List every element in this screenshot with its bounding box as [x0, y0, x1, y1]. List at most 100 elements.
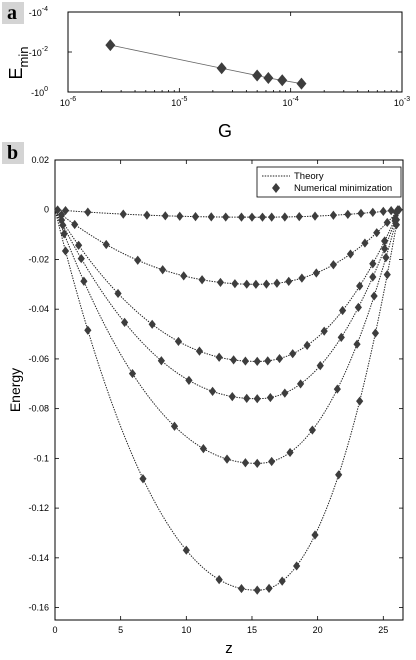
panel-b-data-point: [102, 239, 110, 250]
panel-b-data-point: [59, 220, 67, 230]
panel-b-data-point: [289, 349, 297, 359]
panel-b-data-point: [174, 336, 183, 347]
panel-a-data-point: [296, 77, 307, 90]
panel-b-data-point: [281, 388, 289, 398]
panel-b-data-point: [369, 207, 377, 217]
panel-a: a 10-6 10-5 10-4 10-3 -10-4 -10-2 -100 G Emin: [2, 2, 410, 141]
panel-b-x-axis-title: z: [225, 640, 233, 657]
panel-b-data-point: [75, 240, 83, 250]
panel-b-data-point: [337, 332, 345, 342]
panel-b-data-point: [293, 561, 301, 571]
panel-b-theory-curve: [54, 209, 400, 285]
panel-b-data-point: [243, 279, 251, 289]
panel-b-data-point: [265, 583, 273, 593]
panel-a-x-axis-title: G: [218, 121, 232, 141]
legend-numerical-label: Numerical minimization: [294, 183, 392, 194]
panel-a-data-point: [216, 62, 227, 75]
panel-b-data-point: [335, 470, 343, 480]
panel-b-data-point: [199, 444, 207, 454]
panel-b-data-point: [60, 229, 68, 239]
panel-a-y-tick-label: -10-2: [29, 46, 48, 58]
panel-b-data-point: [159, 265, 167, 275]
panel-b-data-point: [316, 361, 324, 371]
panel-b-data-point: [278, 576, 286, 586]
panel-b-data-point: [370, 291, 378, 301]
panel-b-y-tick-label: 0.02: [31, 155, 49, 165]
panel-b-data-point: [296, 379, 305, 389]
panel-a-y-tick-exponent: -4: [42, 6, 48, 13]
panel-b-data-point: [258, 212, 267, 222]
panel-b-theory-curve: [54, 209, 400, 362]
panel-b-theory-curve: [54, 209, 400, 591]
panel-b-data-point: [266, 392, 274, 403]
panel-b-data-point: [371, 328, 380, 338]
panel-b-data-point: [268, 212, 276, 222]
panel-b-data-point: [215, 575, 223, 585]
panel-a-y-axis-title-sub: min: [16, 47, 31, 68]
panel-b-data-point: [241, 356, 250, 366]
panel-b-data-point: [119, 209, 127, 219]
panel-b-y-tick-label: -0.02: [28, 254, 49, 264]
panel-b-data-point: [275, 353, 284, 364]
panel-b-label-box: [2, 142, 24, 164]
panel-b-data-point: [311, 211, 319, 221]
panel-b-y-tick-label: -0.04: [28, 304, 49, 314]
panel-a-x-tick-label: 10-6: [60, 96, 76, 108]
panel-b-data-point: [253, 394, 261, 404]
panel-a-x-tick-exponent: -5: [181, 96, 187, 103]
panel-a-x-tick-label: 10-4: [283, 96, 299, 108]
panel-b-data-point: [134, 255, 142, 265]
panel-a-x-tick-exponent: -6: [70, 96, 76, 103]
panel-b-y-tick-label: -0.06: [28, 354, 49, 364]
panel-b-data-point: [237, 583, 246, 594]
panel-b-data-point: [333, 384, 341, 394]
panel-b-data-point: [237, 212, 246, 222]
panel-a-data-point: [277, 74, 288, 87]
panel-b-data-point: [381, 244, 389, 254]
panel-b-data-point: [273, 278, 281, 288]
panel-b-data-point: [248, 212, 256, 222]
panel-a-y-tick-exponent: 0: [44, 86, 48, 93]
panel-b-data-point: [356, 396, 364, 406]
panel-b-data-point: [185, 375, 193, 385]
panel-b-data-point: [369, 272, 377, 282]
panel-b-label: b: [7, 142, 18, 164]
panel-b-data-point: [295, 212, 303, 222]
panel-b-data-point: [311, 530, 319, 540]
panel-b-x-tick-label: 25: [378, 625, 388, 635]
panel-b-data-point: [241, 458, 250, 468]
panel-b-ticks: 0 5 10 15 20 25 0.02 0 -0.02 -0.04 -0.06 -0.08 -0.1 -…: [28, 155, 403, 635]
panel-a-y-tick-label: -100: [31, 86, 48, 98]
panel-b-data-point: [114, 288, 122, 299]
legend-numerical-marker: [272, 183, 280, 193]
panel-b-theory-curves: [54, 209, 400, 591]
panel-b-data-point: [285, 276, 293, 286]
panel-b-data-point: [353, 339, 361, 349]
panel-b-data-point: [338, 305, 347, 316]
panel-b-data-point: [329, 260, 337, 270]
panel-b-data-point: [286, 447, 294, 458]
panel-b-x-tick-label: 5: [118, 625, 123, 635]
panel-a-data-point: [252, 69, 263, 82]
panel-b-x-tick-label: 10: [181, 625, 191, 635]
panel-b-data-point: [170, 421, 179, 431]
panel-a-markers: [105, 39, 307, 90]
panel-b-data-point: [182, 545, 190, 555]
svg-text:Emin: Emin: [6, 47, 31, 80]
panel-a-y-tick-label: -10-4: [29, 6, 48, 18]
panel-b-markers: [54, 205, 403, 595]
panel-b-data-point: [379, 206, 387, 216]
panel-b-data-point: [228, 392, 236, 402]
panel-b-y-axis-title: Energy: [7, 368, 23, 412]
panel-b-data-point: [253, 458, 261, 468]
panel-b-y-tick-label: -0.16: [28, 603, 49, 613]
panel-b: b 0 5 10 15 20 25 0.02 0 -0.02 -0.04 -0.06 -0.08 -0.…: [2, 142, 404, 657]
panel-b-y-tick-label: -0.08: [28, 404, 49, 414]
panel-b-data-point: [195, 346, 204, 356]
panel-a-label-box: [2, 2, 24, 24]
panel-b-data-point: [223, 454, 231, 464]
panel-a-x-tick-exponent: -3: [404, 96, 410, 103]
panel-b-data-point: [361, 238, 369, 248]
panel-b-data-point: [344, 209, 352, 219]
panel-b-x-tick-label: 20: [313, 625, 323, 635]
